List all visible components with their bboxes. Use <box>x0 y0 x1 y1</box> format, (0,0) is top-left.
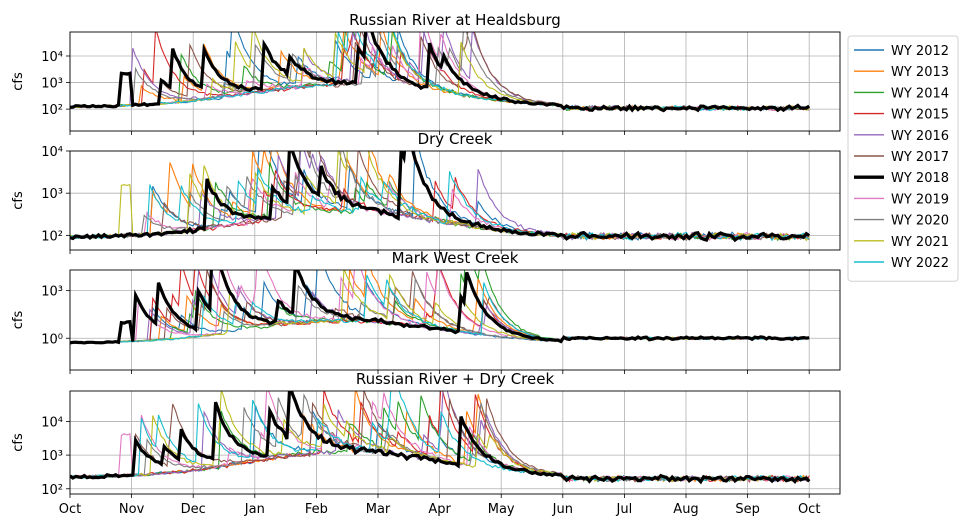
series-group <box>70 391 811 485</box>
plot-frame <box>69 269 841 371</box>
series-line-wy-2022 <box>70 168 810 242</box>
x-tick-label: Oct <box>59 502 81 517</box>
x-tick-label: Nov <box>119 502 145 517</box>
legend-label: WY 2015 <box>891 108 949 123</box>
series-line-wy-2020 <box>70 32 810 111</box>
y-axis-label: cfs <box>11 72 26 91</box>
x-tick-label: Aug <box>673 502 698 517</box>
series-line-wy-2018 <box>70 270 810 345</box>
series-line-wy-2018 <box>70 32 811 113</box>
legend-label: WY 2012 <box>891 44 949 59</box>
legend-label: WY 2021 <box>891 235 949 250</box>
y-tick-label: 10⁴ <box>41 50 63 65</box>
y-tick-label: 10² <box>41 103 63 118</box>
y-tick-label: 10² <box>41 483 63 498</box>
x-tick-label: May <box>488 502 515 517</box>
y-axis-label: cfs <box>11 433 26 452</box>
y-tick-label: 10³ <box>41 449 63 464</box>
y-tick-label: 10³ <box>41 77 63 92</box>
chart-panel-2: 10² 10³ 10⁴ Dry Creek cfs <box>11 130 841 254</box>
y-tick-label: 10² <box>41 229 63 244</box>
x-tick-label: Jul <box>616 502 633 517</box>
series-line-wy-2020 <box>70 151 810 242</box>
legend-label: WY 2017 <box>891 150 949 165</box>
y-axis-label: cfs <box>11 191 26 210</box>
y-tick-label: 10³ <box>41 187 63 202</box>
legend-label: WY 2013 <box>891 65 949 80</box>
series-group <box>70 270 810 345</box>
y-axis-label: cfs <box>11 311 26 330</box>
legend-label: WY 2020 <box>891 214 949 229</box>
chart-panel-1: 10² 10³ 10⁴ Russian River at Healdsburg cfs <box>11 11 841 135</box>
legend: WY 2012 WY 2013 WY 2014 WY 2015 WY 2016 WY 20… <box>847 35 959 282</box>
plot-frame <box>69 31 841 132</box>
legend-label: WY 2014 <box>891 86 949 101</box>
x-tick-label: Sep <box>735 502 760 517</box>
series-line-wy-2018 <box>70 391 811 485</box>
legend-label: WY 2018 <box>891 171 949 186</box>
y-tick-label: 10³ <box>41 285 63 300</box>
series-group <box>70 151 811 243</box>
x-tick-label: Oct <box>798 502 820 517</box>
legend-label: WY 2016 <box>891 129 949 144</box>
panel-title: Mark West Creek <box>392 249 519 267</box>
panel-title: Dry Creek <box>418 130 493 148</box>
legend-label: WY 2022 <box>891 256 949 271</box>
chart-panel-3: 10⁰ 10³ Mark West Creek cfs <box>11 249 841 374</box>
panel-title: Russian River at Healdsburg <box>349 11 561 29</box>
chart-panel-4: 10² 10³ 10⁴ Oct Nov Dec Jan Feb Mar Apr May Jun Jul A… <box>11 370 841 517</box>
plot-frame <box>69 150 841 251</box>
x-tick-label: Apr <box>428 502 451 517</box>
panel-title: Russian River + Dry Creek <box>356 370 555 388</box>
x-tick-label: Jun <box>552 502 573 517</box>
x-tick-label: Mar <box>366 502 391 517</box>
x-tick-label: Dec <box>181 502 206 517</box>
x-tick-label: Jan <box>244 502 265 517</box>
y-tick-label: 10⁴ <box>41 415 63 430</box>
legend-label: WY 2019 <box>891 192 949 207</box>
x-tick-label: Feb <box>305 502 328 517</box>
series-group <box>70 32 811 113</box>
y-tick-label: 10⁴ <box>41 145 63 160</box>
y-tick-label: 10⁰ <box>41 332 63 347</box>
plot-frame <box>69 390 841 495</box>
series-line-wy-2018 <box>70 151 811 243</box>
